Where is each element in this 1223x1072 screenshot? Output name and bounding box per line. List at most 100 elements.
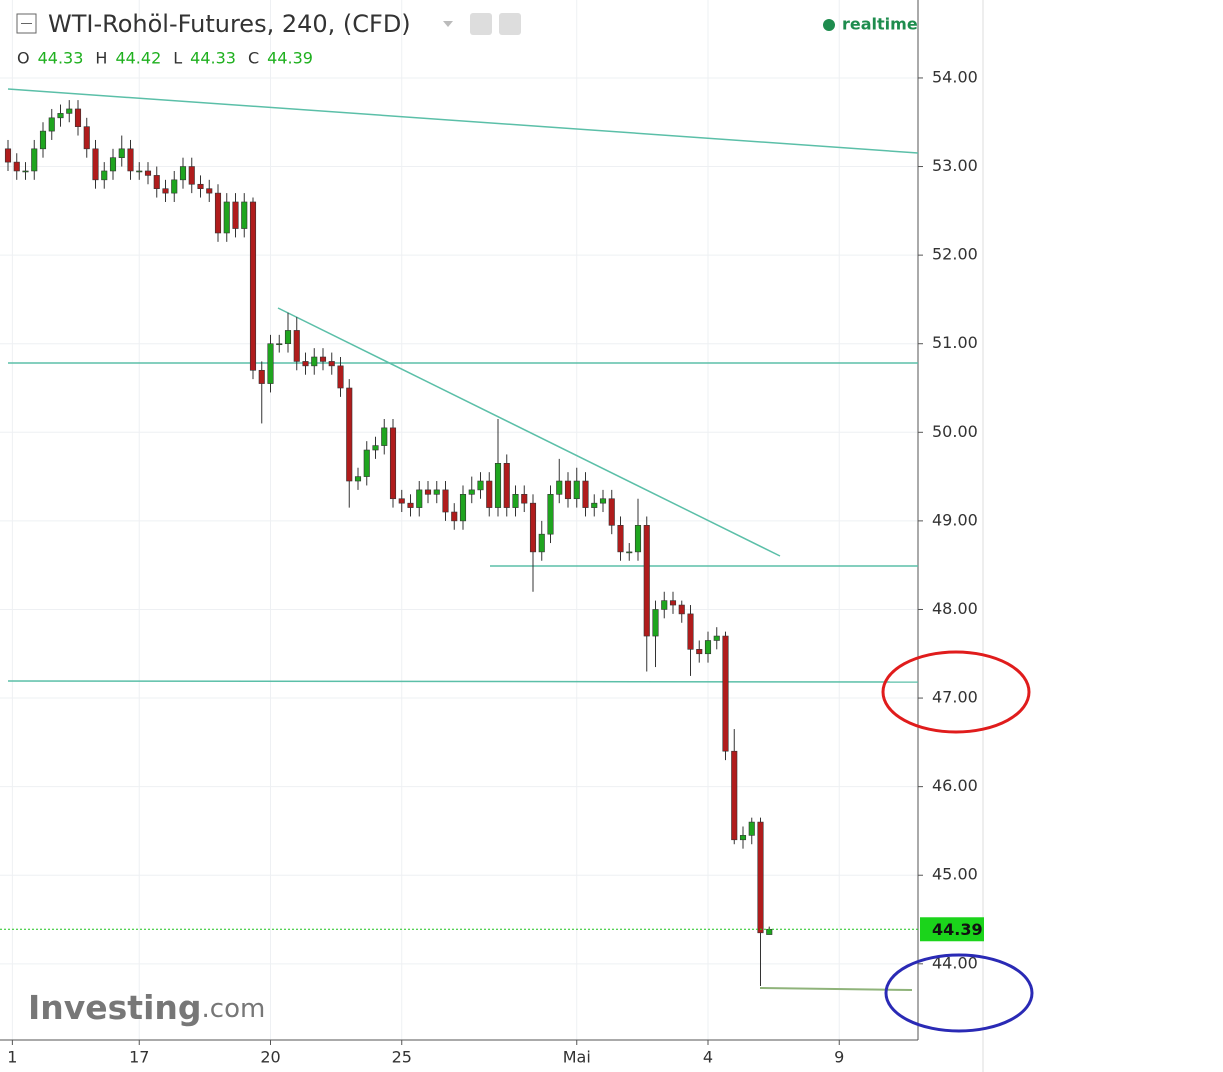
dropdown-icon[interactable] (443, 21, 453, 27)
candle-body (171, 179, 178, 194)
candle-body (757, 821, 764, 934)
candle-body (766, 928, 773, 935)
candle-body (556, 480, 563, 495)
candle-body (144, 170, 152, 176)
candle-body (696, 649, 703, 655)
candle-body (57, 113, 64, 119)
candle-body (311, 356, 318, 367)
trend-line (7, 680, 919, 683)
candle-body (442, 489, 449, 513)
candle-body (74, 108, 82, 127)
ohlc-value: 44.39 (267, 49, 313, 68)
candle-body (136, 170, 143, 173)
chart-title: WTI-Rohöl-Futures, 240, (CFD) (48, 10, 411, 38)
candle-body (363, 449, 370, 477)
candle-body (407, 502, 414, 508)
realtime-dot (823, 19, 835, 31)
candle-body (354, 476, 362, 482)
y-tick-label: 52.00 (932, 245, 978, 264)
candle-body (678, 604, 685, 615)
x-tick-label: Mai (563, 1048, 591, 1067)
candle-body (722, 635, 729, 752)
candle-body (179, 166, 187, 181)
candle-body (197, 183, 204, 189)
realtime-label: realtime (842, 15, 918, 34)
ohlc-key: C (248, 49, 259, 68)
candle-body (634, 525, 642, 553)
candle-body (232, 201, 239, 229)
candle-body (293, 330, 300, 362)
candle-body (731, 750, 738, 841)
candle-body (48, 117, 55, 132)
ohlc-key: O (17, 49, 30, 68)
ohlc-value: 44.42 (115, 49, 161, 68)
candle-body (661, 600, 668, 610)
candle-body (582, 480, 589, 508)
candle-body (643, 525, 650, 637)
candle-body (424, 489, 432, 495)
candle-body (652, 609, 659, 637)
eye-icon[interactable] (470, 13, 492, 35)
y-tick-label: 49.00 (932, 510, 978, 529)
ohlc-value: 44.33 (190, 49, 236, 68)
y-tick-label: 48.00 (932, 599, 978, 618)
ohlc-value: 44.33 (38, 49, 84, 68)
candle-body (249, 201, 257, 371)
candle-body (92, 148, 99, 181)
candle-body (39, 130, 47, 150)
candle-body (83, 126, 90, 150)
watermark-brand: Investing (28, 988, 202, 1027)
trend-line (277, 307, 781, 557)
candle-body (302, 361, 309, 367)
candle-body (118, 148, 125, 158)
settings-icon[interactable] (499, 13, 521, 35)
last-price-label: 44.39 (932, 920, 983, 939)
axes: 44.00 45.00 46.00 47.00 48.00 49.00 50.00 51.00… (7, 67, 984, 1067)
candle-body (739, 835, 747, 841)
candle-body (284, 330, 292, 345)
candle-body (241, 201, 248, 229)
candle-body (258, 369, 265, 384)
candle-body (372, 445, 379, 451)
candle-body (214, 192, 222, 234)
candle-body (713, 635, 720, 641)
highlight-ellipse (884, 953, 1034, 1033)
candle-body (599, 498, 607, 504)
collapse-icon[interactable] (16, 13, 37, 34)
candle-body (547, 494, 554, 535)
trend-lines (7, 88, 919, 991)
candle-body (188, 166, 195, 185)
candle-body (4, 148, 12, 163)
candle-body (66, 108, 73, 114)
y-tick-label: 53.00 (932, 156, 978, 175)
candle-body (687, 613, 694, 650)
x-tick-label: 4 (703, 1048, 713, 1067)
candle-body (494, 463, 502, 508)
candle-body (22, 170, 29, 173)
candle-body (101, 170, 108, 181)
candle-body (486, 480, 493, 508)
x-tick-label: 25 (392, 1048, 412, 1067)
x-tick-label: 9 (834, 1048, 844, 1067)
candle-body (398, 498, 405, 504)
candle-body (109, 157, 117, 172)
candle-body (617, 525, 624, 553)
y-tick-label: 51.00 (932, 333, 978, 352)
ohlc-key: L (173, 49, 182, 68)
candle-body (31, 148, 38, 172)
candle-body (468, 489, 475, 495)
candle-body (381, 427, 388, 446)
candle-body (223, 201, 230, 234)
candle-body (267, 343, 274, 384)
candle-body (153, 175, 160, 189)
candle-body (328, 361, 335, 367)
candle-body (529, 502, 537, 553)
candle-body (416, 489, 423, 508)
watermark: Investing.com (28, 988, 265, 1027)
candle-body (389, 427, 397, 500)
y-tick-label: 50.00 (932, 422, 978, 441)
candle-body (433, 489, 440, 495)
candle-body (564, 480, 572, 500)
